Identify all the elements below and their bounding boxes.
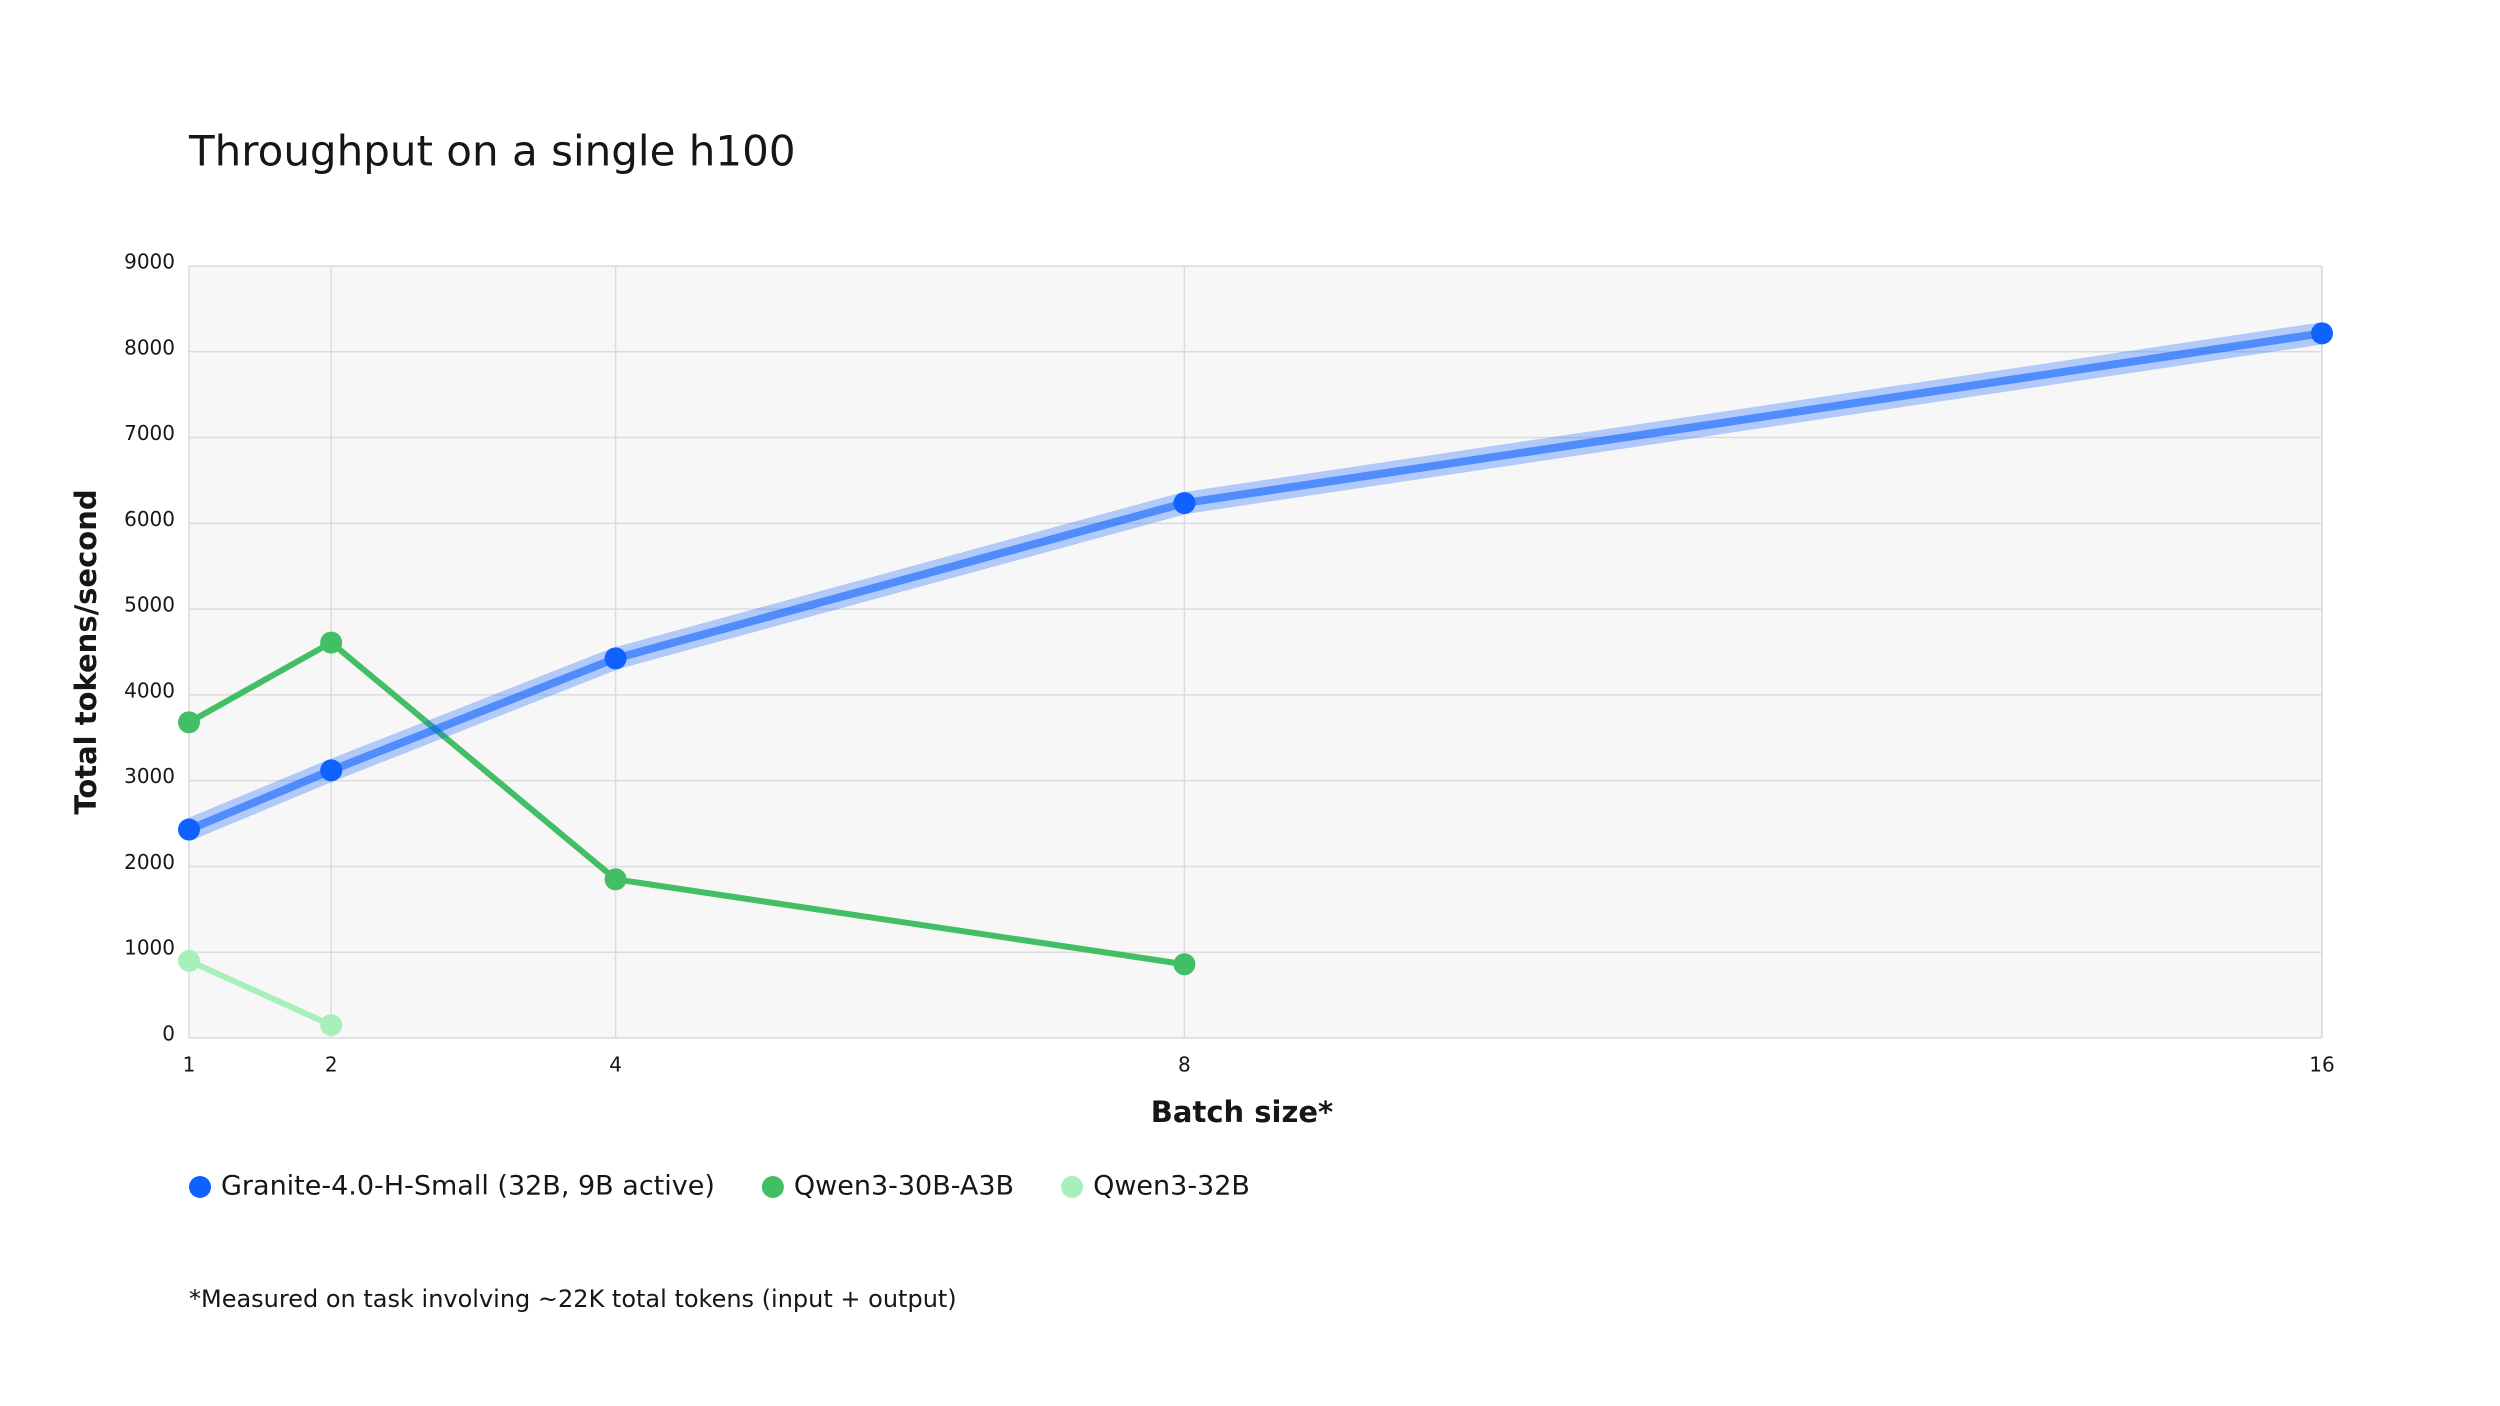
- x-tick-label: 1: [183, 1053, 196, 1077]
- point: [178, 818, 200, 841]
- legend-label: Granite-4.0-H-Small (32B, 9B active): [221, 1171, 715, 1202]
- legend-label: Qwen3-32B: [1093, 1171, 1250, 1202]
- legend-marker: [189, 1176, 211, 1198]
- point: [604, 647, 627, 670]
- legend-marker: [1061, 1176, 1084, 1198]
- line: [187, 958, 333, 1028]
- y-tick-label: 1000: [124, 936, 175, 960]
- point: [2311, 322, 2333, 345]
- point: [1173, 492, 1196, 515]
- y-tick-label: 0: [162, 1022, 175, 1046]
- x-tick-label: 16: [2309, 1053, 2334, 1077]
- y-tick-label: 3000: [124, 764, 175, 788]
- point: [178, 711, 200, 734]
- point: [320, 631, 343, 654]
- y-tick-label: 5000: [124, 593, 175, 617]
- legend-marker: [761, 1176, 784, 1198]
- y-tick-label: 4000: [124, 678, 175, 702]
- y-tick-label: 8000: [124, 335, 175, 359]
- x-tick-label: 8: [1178, 1053, 1191, 1077]
- legend-label: Qwen3-30B-A3B: [794, 1171, 1014, 1202]
- x-axis-label: Batch size*: [1151, 1095, 1333, 1129]
- point: [604, 868, 627, 891]
- y-tick-label: 9000: [124, 250, 175, 274]
- chart-title: Throughput on a single h100: [188, 127, 796, 176]
- point: [178, 949, 200, 972]
- line: [187, 639, 1185, 968]
- y-tick-label: 2000: [124, 850, 175, 874]
- x-tick-label: 4: [609, 1053, 622, 1077]
- y-axis-label: Total tokens/second: [69, 489, 103, 814]
- y-tick-label: 7000: [124, 421, 175, 445]
- y-tick-label: 6000: [124, 507, 175, 531]
- point: [1173, 953, 1196, 976]
- x-tick-label: 2: [325, 1053, 338, 1077]
- point: [320, 1014, 343, 1037]
- footnote: *Measured on task involving ~22K total t…: [189, 1285, 957, 1313]
- plot-area: [189, 266, 2322, 1038]
- point: [320, 759, 343, 782]
